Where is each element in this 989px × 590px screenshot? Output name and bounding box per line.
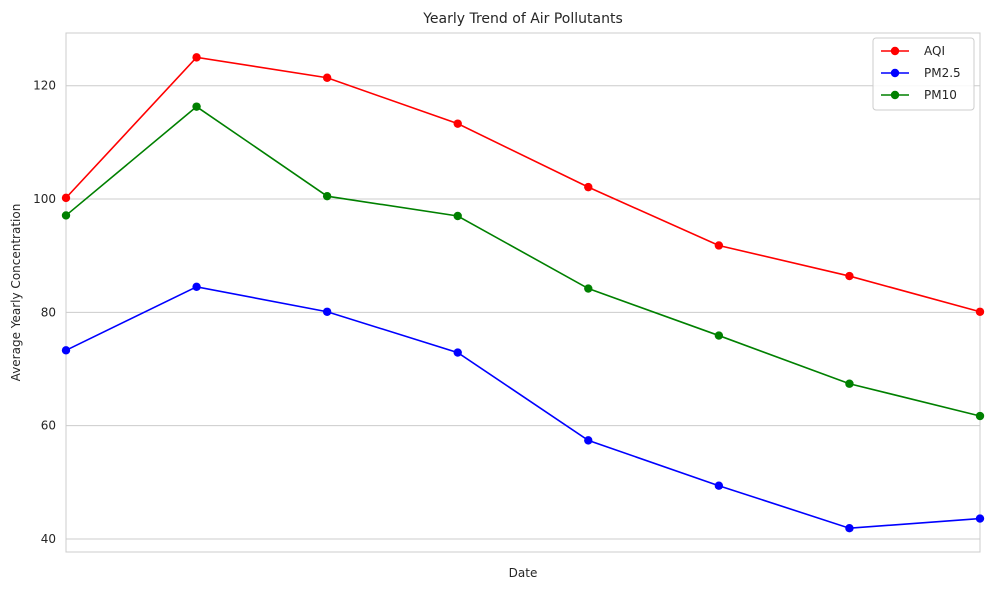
data-point (584, 436, 593, 445)
legend: AQI PM2.5 PM10 (872, 37, 975, 111)
series-line-aqi (65, 56, 981, 313)
y-tick-label: 100 (33, 192, 56, 206)
data-point (61, 211, 71, 220)
y-tick-label: 40 (41, 532, 56, 546)
legend-label: PM10 (924, 88, 957, 102)
data-point (61, 346, 71, 355)
series-line-pm10 (65, 105, 981, 417)
data-point (61, 193, 71, 203)
data-point (322, 307, 332, 316)
legend-marker (890, 90, 900, 100)
data-point (714, 331, 724, 340)
data-point (192, 102, 201, 111)
data-point (975, 307, 985, 316)
data-point (453, 119, 462, 128)
x-axis-label: Date (509, 566, 538, 580)
series-line-pm25 (65, 285, 981, 530)
legend-label: PM2.5 (924, 66, 961, 80)
data-point (584, 284, 593, 293)
data-point (192, 282, 201, 292)
data-point (322, 73, 332, 82)
legend-marker (890, 46, 900, 56)
data-point (453, 348, 462, 357)
y-tick-label: 120 (33, 79, 56, 93)
data-point (975, 514, 985, 523)
legend-marker (890, 68, 900, 78)
y-tick-label: 80 (41, 305, 56, 319)
data-point (845, 379, 854, 388)
data-point (453, 211, 462, 221)
data-point (845, 524, 854, 533)
data-point (714, 241, 724, 250)
y-tick-label: 60 (41, 419, 56, 433)
data-point (845, 271, 854, 281)
grid-lines (66, 85, 980, 540)
data-point (322, 191, 332, 201)
data-point (714, 481, 724, 490)
chart-title: Yearly Trend of Air Pollutants (422, 11, 623, 27)
data-point (192, 53, 201, 62)
legend-box (872, 37, 975, 111)
data-point (584, 182, 593, 192)
y-axis-label: Average Yearly Concentration (9, 204, 23, 382)
legend-label: AQI (924, 44, 945, 58)
plot-frame (65, 32, 981, 553)
data-point (975, 411, 985, 421)
